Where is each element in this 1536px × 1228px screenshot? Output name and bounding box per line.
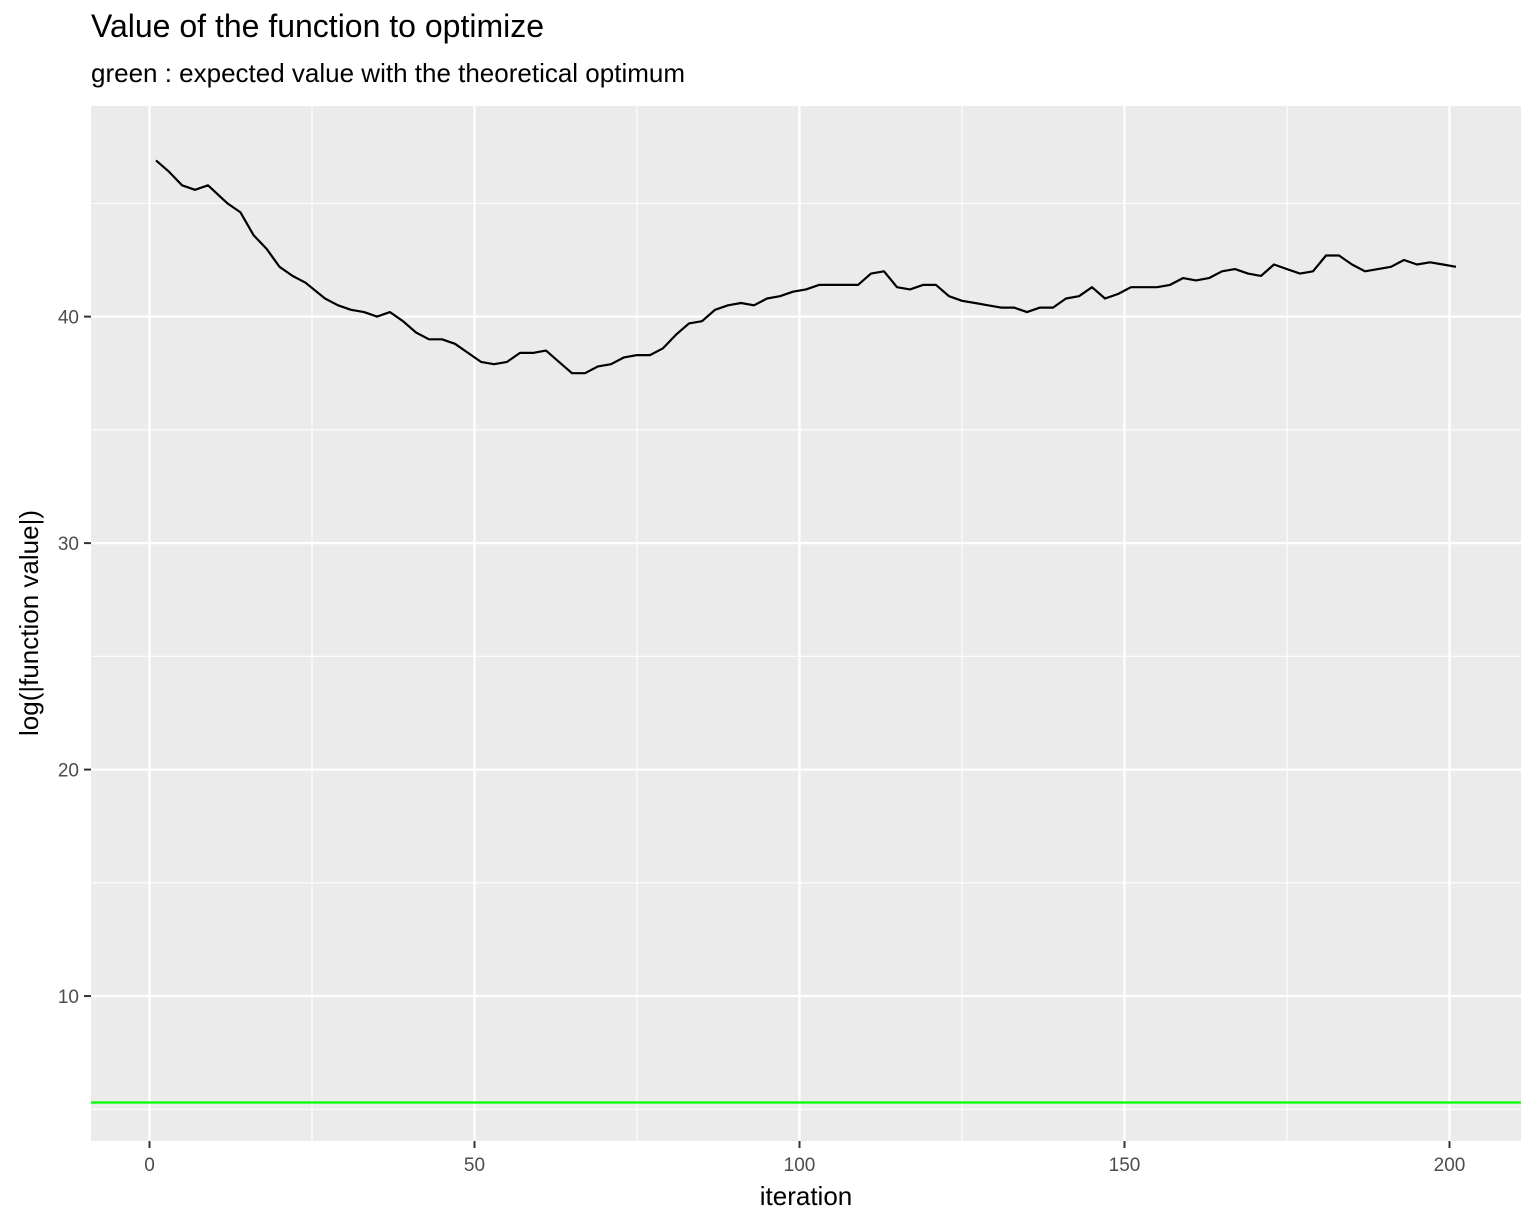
plot-panel xyxy=(91,106,1521,1141)
x-tick-label: 50 xyxy=(464,1155,485,1176)
y-tick-label: 30 xyxy=(58,534,79,555)
x-tick-label: 0 xyxy=(144,1155,155,1176)
x-tick-label: 150 xyxy=(1109,1155,1141,1176)
y-tick-label: 20 xyxy=(58,761,79,782)
minor-gridlines xyxy=(91,106,1521,1141)
x-tick-label: 100 xyxy=(784,1155,816,1176)
series-line-function-value xyxy=(155,159,1457,375)
axes: 0 50 100 150 200 10 20 30 40 xyxy=(58,308,1465,1176)
chart-title: Value of the function to optimize xyxy=(91,8,545,44)
series-layer xyxy=(91,159,1521,1104)
y-axis-title: log(|function value|) xyxy=(14,510,44,736)
x-tick-label: 200 xyxy=(1434,1155,1466,1176)
chart-subtitle: green : expected value with the theoreti… xyxy=(91,58,686,88)
major-gridlines xyxy=(91,106,1521,1141)
y-tick-label: 40 xyxy=(58,308,79,329)
y-tick-label: 10 xyxy=(58,987,79,1008)
x-axis-title: iteration xyxy=(760,1181,853,1211)
